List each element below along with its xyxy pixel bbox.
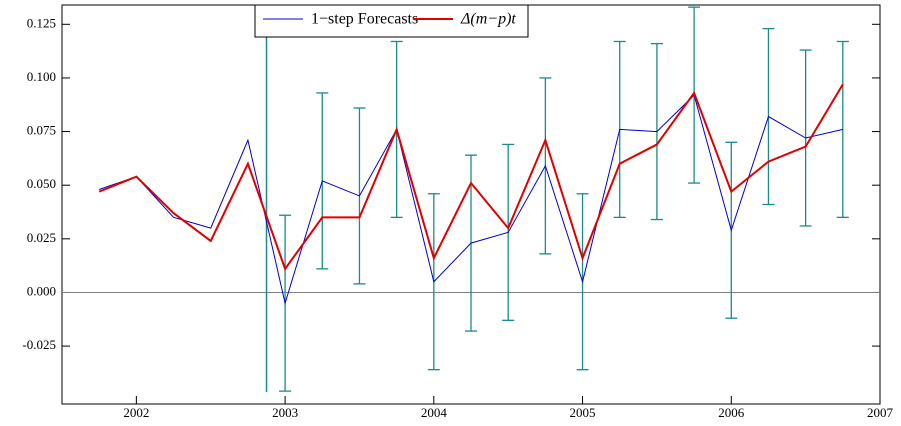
y-tick-label: 0.125 bbox=[27, 15, 56, 30]
y-tick-label: 0.100 bbox=[27, 69, 56, 84]
legend-label: 1−step Forecasts bbox=[311, 11, 418, 28]
y-tick-label: 0.025 bbox=[27, 230, 56, 245]
y-tick-label: 0.050 bbox=[27, 176, 56, 191]
series-line bbox=[99, 94, 843, 306]
x-tick-label: 2002 bbox=[123, 405, 149, 420]
x-tick-label: 2004 bbox=[421, 405, 448, 420]
y-tick-label: 0.000 bbox=[27, 283, 56, 298]
x-tick-label: 2003 bbox=[272, 405, 298, 420]
x-tick-label: 2005 bbox=[570, 405, 596, 420]
series-line bbox=[98, 83, 844, 271]
legend-box bbox=[254, 4, 529, 38]
x-tick-label: 2007 bbox=[867, 405, 894, 420]
y-tick-label: 0.075 bbox=[27, 123, 56, 138]
y-tick-label: -0.025 bbox=[22, 337, 56, 352]
x-tick-label: 2006 bbox=[718, 405, 745, 420]
legend-label: Δ(m−p)t bbox=[460, 11, 516, 28]
